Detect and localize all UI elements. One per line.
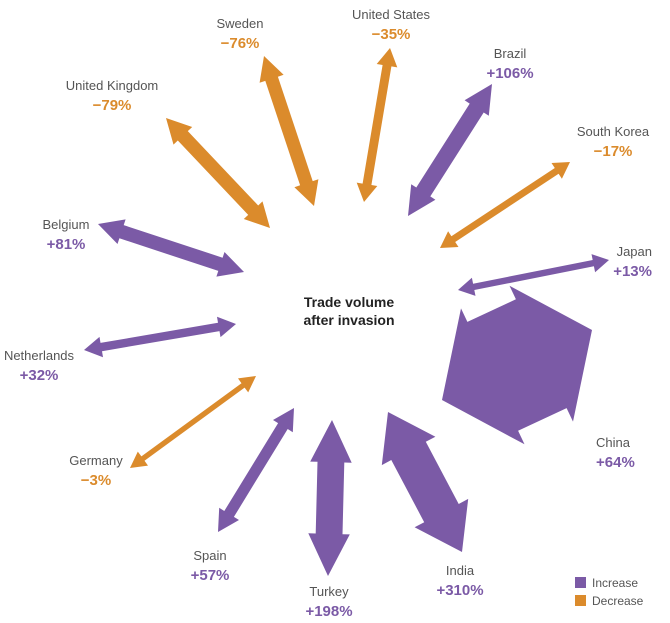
country-label: China (596, 435, 631, 450)
country-label: Brazil (494, 46, 527, 61)
center-label-line2: after invasion (303, 312, 394, 328)
country-label: South Korea (577, 124, 650, 139)
arrow-united-kingdom (166, 118, 270, 228)
country-label: Germany (69, 453, 123, 468)
arrow-india (381, 412, 469, 552)
labels-layer: United States −35% Brazil +106% South Korea −… (4, 7, 652, 620)
arrows-layer (84, 48, 609, 576)
legend: Increase Decrease (575, 576, 644, 608)
legend-swatch-increase (575, 577, 586, 588)
country-label: Sweden (217, 16, 264, 31)
arrow-belgium (98, 219, 244, 277)
change-value-label: +13% (613, 263, 652, 280)
arrow-china (442, 285, 592, 445)
change-value-label: +64% (596, 454, 635, 471)
country-label: India (446, 563, 475, 578)
change-value-label: −35% (372, 26, 411, 43)
country-label: United States (352, 7, 431, 22)
country-label: Spain (193, 548, 226, 563)
arrow-united-states (356, 48, 398, 202)
russia-map-shape (256, 262, 442, 352)
country-label: Netherlands (4, 348, 75, 363)
center-label-line1: Trade volume (304, 294, 394, 310)
arrow-japan (458, 254, 609, 296)
change-value-label: +106% (486, 65, 533, 82)
arrow-sweden (259, 56, 319, 206)
legend-label-increase: Increase (592, 576, 638, 590)
arrow-south-korea (440, 162, 570, 248)
change-value-label: +57% (191, 567, 230, 584)
arrow-netherlands (84, 316, 236, 358)
change-value-label: +81% (47, 236, 86, 253)
legend-swatch-decrease (575, 595, 586, 606)
country-label: Turkey (309, 584, 349, 599)
change-value-label: +32% (20, 367, 59, 384)
change-value-label: +198% (305, 603, 352, 620)
arrow-turkey (308, 420, 352, 576)
legend-label-decrease: Decrease (592, 594, 644, 608)
change-value-label: −79% (93, 97, 132, 114)
country-label: United Kingdom (66, 78, 159, 93)
country-label: Belgium (43, 217, 90, 232)
arrow-germany (130, 376, 256, 468)
change-value-label: −17% (594, 143, 633, 160)
change-value-label: +310% (436, 582, 483, 599)
country-label: Japan (617, 244, 652, 259)
change-value-label: −76% (221, 35, 260, 52)
change-value-label: −3% (81, 472, 111, 489)
arrow-spain (218, 408, 294, 532)
arrow-brazil (408, 84, 492, 216)
